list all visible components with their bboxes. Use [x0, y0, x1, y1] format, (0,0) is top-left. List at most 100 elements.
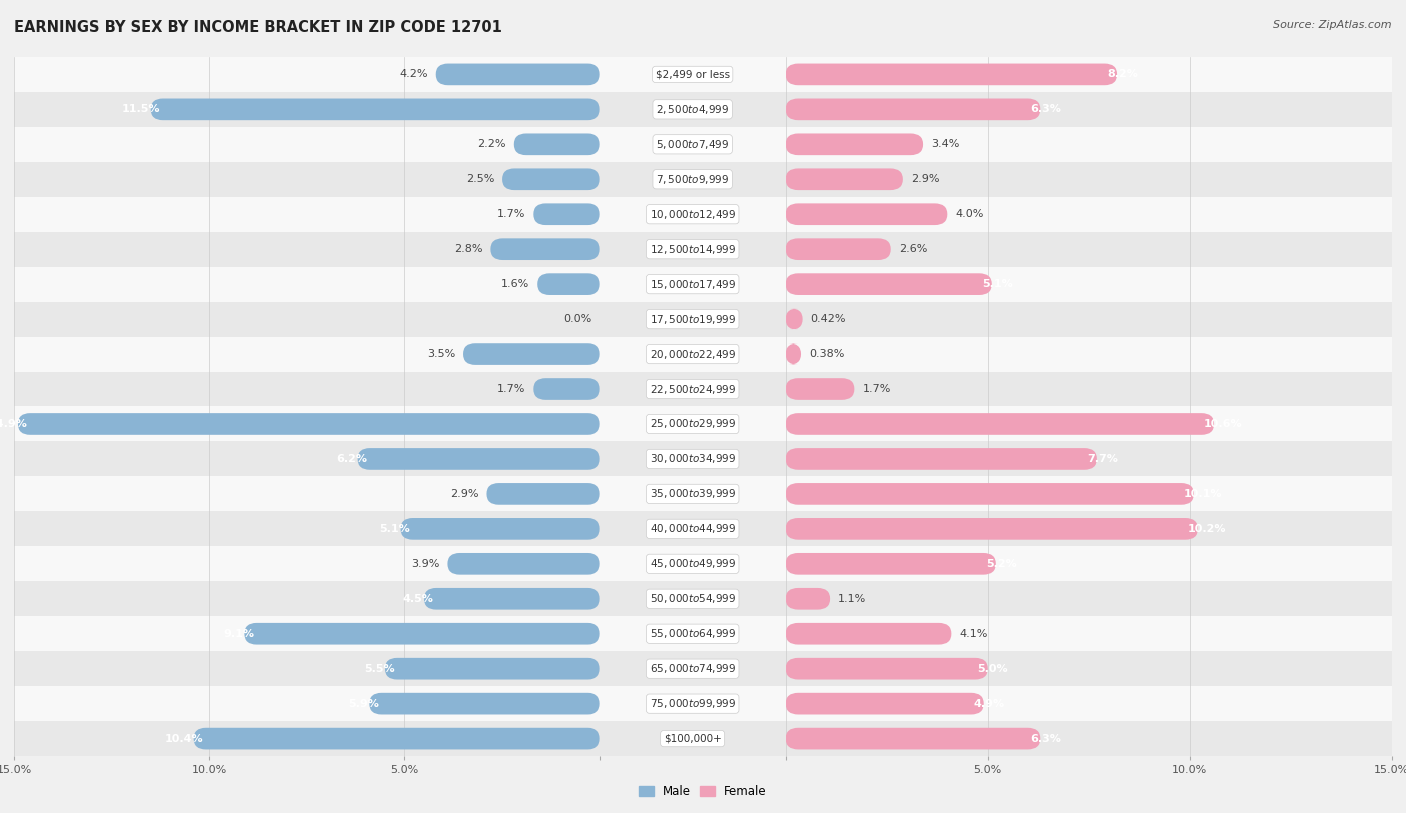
FancyBboxPatch shape — [786, 378, 855, 400]
FancyBboxPatch shape — [425, 588, 599, 610]
Bar — [599, 406, 786, 441]
FancyBboxPatch shape — [357, 448, 599, 470]
Text: 5.1%: 5.1% — [981, 279, 1012, 289]
Text: 2.5%: 2.5% — [465, 174, 495, 185]
Bar — [14, 162, 599, 197]
Text: 2.9%: 2.9% — [911, 174, 939, 185]
Bar — [786, 581, 1392, 616]
Bar — [786, 616, 1392, 651]
Bar — [14, 546, 599, 581]
Text: $100,000+: $100,000+ — [664, 733, 721, 744]
Bar — [599, 57, 786, 92]
Text: $25,000 to $29,999: $25,000 to $29,999 — [650, 418, 735, 430]
Text: 9.1%: 9.1% — [224, 628, 254, 639]
Text: 6.3%: 6.3% — [1031, 104, 1062, 115]
Bar — [14, 511, 599, 546]
FancyBboxPatch shape — [786, 343, 801, 365]
Bar — [786, 337, 1392, 372]
Bar — [14, 441, 599, 476]
Bar — [599, 511, 786, 546]
Text: 1.7%: 1.7% — [498, 209, 526, 220]
Text: 3.4%: 3.4% — [931, 139, 959, 150]
Text: $45,000 to $49,999: $45,000 to $49,999 — [650, 558, 735, 570]
FancyBboxPatch shape — [786, 98, 1040, 120]
Text: 1.1%: 1.1% — [838, 593, 866, 604]
FancyBboxPatch shape — [513, 133, 599, 155]
Text: 5.2%: 5.2% — [986, 559, 1017, 569]
Bar — [14, 476, 599, 511]
Bar — [786, 651, 1392, 686]
Bar — [14, 372, 599, 406]
Bar — [14, 57, 599, 92]
Text: $2,499 or less: $2,499 or less — [655, 69, 730, 80]
FancyBboxPatch shape — [786, 588, 830, 610]
FancyBboxPatch shape — [786, 273, 991, 295]
Legend: Male, Female: Male, Female — [634, 780, 772, 803]
Bar — [14, 721, 599, 756]
Text: 5.5%: 5.5% — [364, 663, 395, 674]
Bar — [14, 651, 599, 686]
Text: 6.2%: 6.2% — [336, 454, 367, 464]
Text: 2.9%: 2.9% — [450, 489, 478, 499]
Text: 0.42%: 0.42% — [811, 314, 846, 324]
FancyBboxPatch shape — [245, 623, 599, 645]
Bar — [599, 127, 786, 162]
Bar — [786, 511, 1392, 546]
FancyBboxPatch shape — [786, 483, 1194, 505]
FancyBboxPatch shape — [786, 63, 1118, 85]
Text: $22,500 to $24,999: $22,500 to $24,999 — [650, 383, 735, 395]
FancyBboxPatch shape — [401, 518, 599, 540]
Text: 14.9%: 14.9% — [0, 419, 28, 429]
Text: $30,000 to $34,999: $30,000 to $34,999 — [650, 453, 735, 465]
Bar — [786, 546, 1392, 581]
Text: $15,000 to $17,499: $15,000 to $17,499 — [650, 278, 735, 290]
Text: 4.2%: 4.2% — [399, 69, 427, 80]
FancyBboxPatch shape — [533, 378, 599, 400]
Text: $12,500 to $14,999: $12,500 to $14,999 — [650, 243, 735, 255]
Bar — [14, 686, 599, 721]
Bar — [599, 651, 786, 686]
FancyBboxPatch shape — [786, 623, 952, 645]
Text: 5.1%: 5.1% — [380, 524, 411, 534]
FancyBboxPatch shape — [370, 693, 599, 715]
Bar — [599, 232, 786, 267]
Text: $35,000 to $39,999: $35,000 to $39,999 — [650, 488, 735, 500]
Text: $55,000 to $64,999: $55,000 to $64,999 — [650, 628, 735, 640]
Text: $5,000 to $7,499: $5,000 to $7,499 — [657, 138, 730, 150]
Text: $17,500 to $19,999: $17,500 to $19,999 — [650, 313, 735, 325]
FancyBboxPatch shape — [786, 413, 1215, 435]
Text: $65,000 to $74,999: $65,000 to $74,999 — [650, 663, 735, 675]
Bar — [786, 127, 1392, 162]
Bar — [786, 232, 1392, 267]
Bar — [599, 267, 786, 302]
FancyBboxPatch shape — [502, 168, 599, 190]
Text: 11.5%: 11.5% — [122, 104, 160, 115]
Bar — [14, 616, 599, 651]
Text: 4.0%: 4.0% — [956, 209, 984, 220]
Bar — [599, 302, 786, 337]
Bar — [786, 267, 1392, 302]
Text: EARNINGS BY SEX BY INCOME BRACKET IN ZIP CODE 12701: EARNINGS BY SEX BY INCOME BRACKET IN ZIP… — [14, 20, 502, 35]
Bar — [599, 546, 786, 581]
FancyBboxPatch shape — [786, 448, 1097, 470]
Bar — [599, 441, 786, 476]
Text: 3.5%: 3.5% — [427, 349, 456, 359]
Bar — [599, 616, 786, 651]
FancyBboxPatch shape — [463, 343, 599, 365]
Text: $40,000 to $44,999: $40,000 to $44,999 — [650, 523, 735, 535]
Text: 1.6%: 1.6% — [501, 279, 530, 289]
Bar — [14, 302, 599, 337]
Bar — [786, 686, 1392, 721]
Text: 10.1%: 10.1% — [1184, 489, 1222, 499]
Bar — [599, 197, 786, 232]
FancyBboxPatch shape — [491, 238, 599, 260]
Text: 2.6%: 2.6% — [898, 244, 927, 254]
Text: $20,000 to $22,499: $20,000 to $22,499 — [650, 348, 735, 360]
Bar — [599, 372, 786, 406]
Bar — [14, 92, 599, 127]
FancyBboxPatch shape — [194, 728, 599, 750]
FancyBboxPatch shape — [150, 98, 599, 120]
Bar — [786, 57, 1392, 92]
Text: 5.0%: 5.0% — [977, 663, 1008, 674]
Text: 4.9%: 4.9% — [973, 698, 1005, 709]
